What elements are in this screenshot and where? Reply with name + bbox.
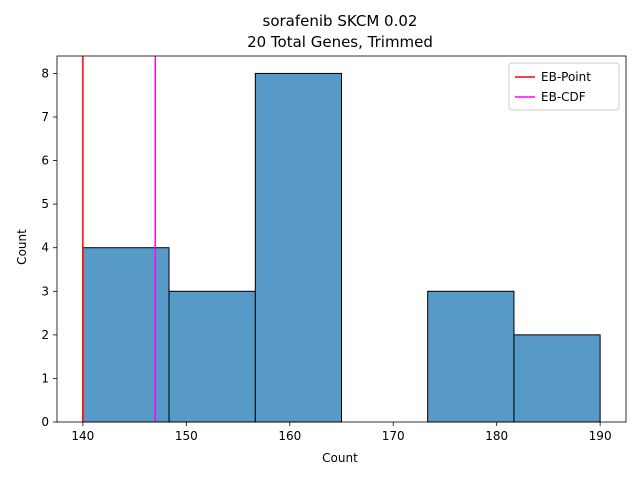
y-tick-label: 8 [41,66,49,80]
bars-group [82,72,601,423]
x-axis-label: Count [322,451,358,465]
x-tick-label: 190 [589,429,612,443]
histogram-bar [82,247,170,423]
x-tick-label: 170 [382,429,405,443]
y-axis-label: Count [15,229,29,265]
x-tick-label: 180 [485,429,508,443]
histogram-bar [513,334,601,423]
y-tick-label: 2 [41,328,49,342]
chart-title: sorafenib SKCM 0.02 [263,12,418,30]
y-tick-label: 6 [41,154,49,168]
x-tick-label: 140 [71,429,94,443]
y-tick-label: 0 [41,415,49,429]
x-axis-ticks: 140 150 160 170 180 190 [71,422,612,443]
histogram-bar [254,72,342,423]
y-tick-label: 4 [41,241,49,255]
y-tick-label: 7 [41,110,49,124]
x-tick-label: 150 [175,429,198,443]
y-tick-label: 3 [41,284,49,298]
y-tick-label: 5 [41,197,49,211]
legend-box [508,62,620,111]
histogram-bar [427,290,515,423]
y-axis-ticks: 0 1 2 3 4 5 6 7 8 [41,66,57,429]
legend-label: EB-CDF [541,90,586,104]
histogram-bar [168,290,256,423]
chart-subtitle: 20 Total Genes, Trimmed [247,33,433,51]
legend-label: EB-Point [541,70,591,84]
x-tick-label: 160 [278,429,301,443]
y-tick-label: 1 [41,371,49,385]
legend: EB-Point EB-CDF [508,62,620,111]
plot-frame [56,55,627,423]
vlines-group [82,56,157,422]
